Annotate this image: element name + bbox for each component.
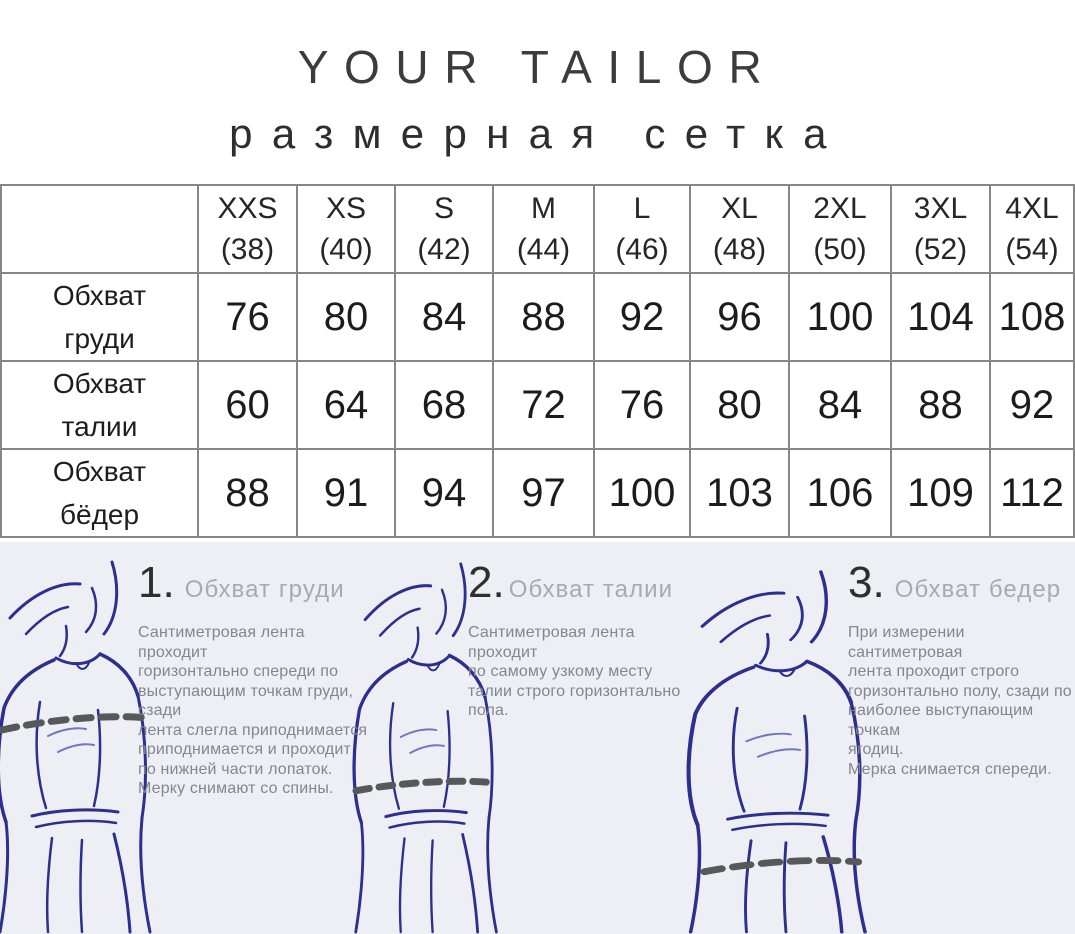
table-header-row: XXS (38) XS (40) S (42) M (44) L (46) XL (48) … [0, 184, 1075, 274]
size-eu: (46) [615, 233, 669, 266]
guide-title: Обхват талии [508, 576, 674, 603]
size-column-header: XXS (38) [197, 184, 298, 274]
size-value-cell: 84 [394, 272, 494, 362]
guide-heading: 1. Обхват груди [138, 558, 370, 608]
table-row-waist: Обхват талии 60 64 68 72 76 80 84 88 92 [0, 360, 1075, 450]
size-column-header: 3XL (52) [890, 184, 991, 274]
size-eu: (50) [813, 233, 867, 266]
size-eu: (42) [417, 233, 471, 266]
size-value-cell: 80 [296, 272, 396, 362]
size-value-cell: 112 [989, 448, 1075, 538]
size-column-header: M (44) [492, 184, 595, 274]
size-value-cell: 97 [492, 448, 595, 538]
measurement-row-label: Обхват груди [0, 272, 199, 362]
guide-heading: 3. Обхват бедер [848, 558, 1075, 608]
size-value-cell: 106 [788, 448, 892, 538]
size-eu: (48) [712, 233, 767, 266]
size-value-cell: 84 [788, 360, 892, 450]
size-value-cell: 103 [689, 448, 790, 538]
size-value-cell: 72 [492, 360, 595, 450]
size-column-header: L (46) [593, 184, 691, 274]
size-value-cell: 100 [788, 272, 892, 362]
size-eu: (44) [516, 233, 571, 266]
measurement-row-label: Обхват бёдер [0, 448, 199, 538]
size-eu: (38) [220, 233, 275, 266]
guide-number: 1. [138, 558, 175, 607]
size-value-cell: 96 [689, 272, 790, 362]
size-code: 4XL [1005, 192, 1059, 225]
masthead: YOUR TAILOR размерная сетка [0, 40, 1075, 158]
size-value-cell: 92 [593, 272, 691, 362]
measurement-row-label: Обхват талии [0, 360, 199, 450]
size-value-cell: 60 [197, 360, 298, 450]
size-value-cell: 91 [296, 448, 396, 538]
size-column-header: S (42) [394, 184, 494, 274]
guide-body-text: Сантиметровая лента проходит горизонталь… [138, 624, 368, 797]
size-column-header: XL (48) [689, 184, 790, 274]
chest-measure-line [0, 713, 154, 734]
size-eu: (40) [319, 233, 373, 266]
size-code: L [633, 192, 651, 225]
size-code: 2XL [813, 192, 867, 225]
guide-number: 2. [468, 558, 505, 607]
table-row-hips: Обхват бёдер 88 91 94 97 100 103 106 109… [0, 448, 1075, 538]
size-eu: (54) [1005, 233, 1059, 266]
size-eu: (52) [913, 233, 968, 266]
size-code: M [531, 192, 556, 225]
size-value-cell: 64 [296, 360, 396, 450]
guide-title: Обхват груди [184, 576, 345, 603]
waist-measure-line [352, 777, 498, 795]
size-value-cell: 108 [989, 272, 1075, 362]
size-value-cell: 88 [890, 360, 991, 450]
guide-body-text: При измерении сантиметровая лента проход… [848, 624, 1072, 778]
size-value-cell: 88 [197, 448, 298, 538]
size-value-cell: 80 [689, 360, 790, 450]
corner-cell [0, 184, 199, 274]
table-row-chest: Обхват груди 76 80 84 88 92 96 100 104 1… [0, 272, 1075, 362]
size-value-cell: 68 [394, 360, 494, 450]
waist-measure-figure-sketch [352, 562, 499, 934]
size-code: S [433, 192, 454, 225]
brand-title: YOUR TAILOR [297, 41, 778, 93]
size-value-cell: 88 [492, 272, 595, 362]
size-column-header: 4XL (54) [989, 184, 1075, 274]
guide-heading: 2. Обхват талии [468, 558, 708, 608]
size-table: XXS (38) XS (40) S (42) M (44) L (46) XL (48) … [0, 184, 1075, 538]
size-code: XXS [217, 192, 278, 225]
size-value-cell: 94 [394, 448, 494, 538]
size-value-cell: 104 [890, 272, 991, 362]
guide-section-chest: 1. Обхват груди Сантиметровая лента прох… [138, 558, 370, 799]
guide-section-waist: 2. Обхват талии Сантиметровая лента прох… [468, 558, 708, 721]
guide-section-hips: 3. Обхват бедер При измерении сантиметро… [848, 558, 1075, 779]
measurement-guide-panel: 1. Обхват груди Сантиметровая лента прох… [0, 542, 1075, 934]
size-code: 3XL [913, 192, 968, 225]
size-value-cell: 76 [197, 272, 298, 362]
guide-body-text: Сантиметровая лента проходит по самому у… [468, 624, 681, 719]
hips-measure-line [700, 857, 863, 876]
page-subtitle: размерная сетка [229, 110, 846, 157]
size-code: XS [325, 192, 367, 225]
size-code: XL [721, 192, 758, 225]
hips-measure-figure-sketch [686, 564, 872, 934]
guide-title: Обхват бедер [894, 576, 1062, 603]
chest-measure-figure-sketch [0, 560, 154, 934]
size-column-header: XS (40) [296, 184, 396, 274]
size-column-header: 2XL (50) [788, 184, 892, 274]
size-value-cell: 100 [593, 448, 691, 538]
size-value-cell: 109 [890, 448, 991, 538]
size-value-cell: 76 [593, 360, 691, 450]
guide-number: 3. [848, 558, 885, 607]
size-value-cell: 92 [989, 360, 1075, 450]
